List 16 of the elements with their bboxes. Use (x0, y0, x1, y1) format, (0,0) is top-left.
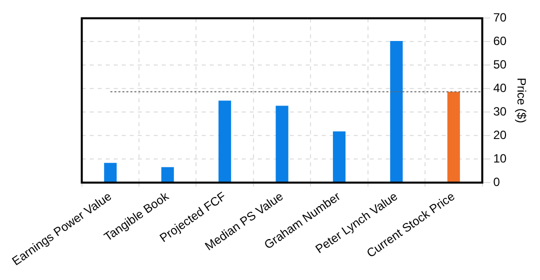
bar (390, 40, 403, 182)
y-tick-label: 60 (493, 34, 507, 48)
y-tick-label: 10 (493, 151, 507, 166)
y-tick-label: 70 (493, 10, 507, 25)
bar (447, 92, 460, 182)
bar (104, 162, 117, 182)
y-tick-label: 50 (493, 57, 507, 72)
y-axis-title: Price ($) (514, 78, 528, 124)
bar (332, 131, 346, 182)
y-tick-label: 40 (493, 80, 507, 95)
bar (161, 167, 174, 182)
y-tick-label: 20 (493, 128, 507, 142)
y-tick-label: 0 (493, 174, 500, 189)
y-tick-label: 30 (493, 104, 507, 118)
bar (218, 100, 232, 182)
bar (276, 106, 288, 182)
